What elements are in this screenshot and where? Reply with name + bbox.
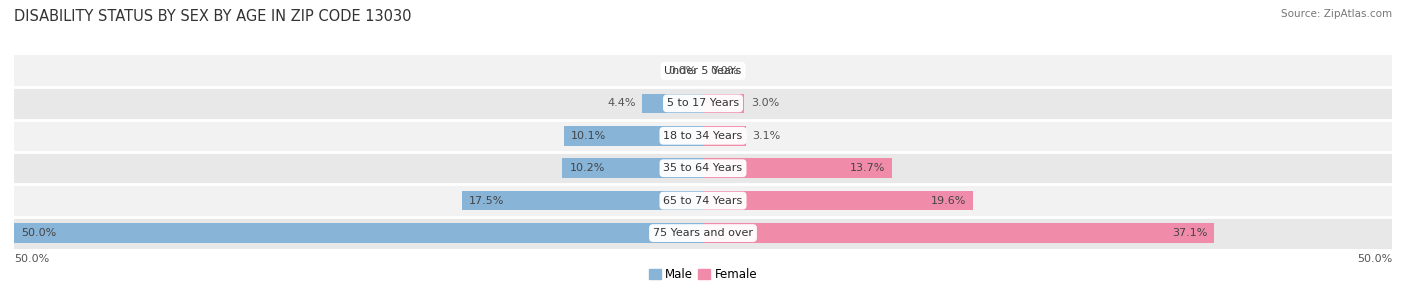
Text: 0.0%: 0.0% [710, 66, 738, 76]
Text: 17.5%: 17.5% [468, 196, 505, 206]
Bar [703, 191, 973, 210]
Text: Under 5 Years: Under 5 Years [665, 66, 741, 76]
Bar [564, 126, 703, 146]
Text: 3.1%: 3.1% [752, 131, 780, 141]
Legend: Male, Female: Male, Female [644, 264, 762, 286]
Bar [14, 217, 1392, 249]
Text: 65 to 74 Years: 65 to 74 Years [664, 196, 742, 206]
Bar [562, 158, 703, 178]
Bar [703, 158, 891, 178]
Text: 50.0%: 50.0% [1357, 254, 1392, 264]
Text: 10.1%: 10.1% [571, 131, 606, 141]
Text: 35 to 64 Years: 35 to 64 Years [664, 163, 742, 173]
Bar [14, 223, 703, 243]
Text: 37.1%: 37.1% [1173, 228, 1208, 238]
Bar [643, 94, 703, 113]
Text: 3.0%: 3.0% [751, 98, 779, 108]
Bar [461, 191, 703, 210]
Bar [703, 223, 1215, 243]
Text: 75 Years and over: 75 Years and over [652, 228, 754, 238]
Text: 10.2%: 10.2% [569, 163, 605, 173]
Bar [703, 126, 745, 146]
Bar [703, 94, 744, 113]
Text: DISABILITY STATUS BY SEX BY AGE IN ZIP CODE 13030: DISABILITY STATUS BY SEX BY AGE IN ZIP C… [14, 9, 412, 24]
Text: 13.7%: 13.7% [849, 163, 884, 173]
Text: 50.0%: 50.0% [21, 228, 56, 238]
Bar [14, 87, 1392, 119]
Text: 50.0%: 50.0% [14, 254, 49, 264]
Text: 18 to 34 Years: 18 to 34 Years [664, 131, 742, 141]
Text: 5 to 17 Years: 5 to 17 Years [666, 98, 740, 108]
Text: 0.0%: 0.0% [668, 66, 696, 76]
Text: 19.6%: 19.6% [931, 196, 966, 206]
Bar [14, 152, 1392, 185]
Text: 4.4%: 4.4% [607, 98, 636, 108]
Text: Source: ZipAtlas.com: Source: ZipAtlas.com [1281, 9, 1392, 19]
Bar [14, 55, 1392, 87]
Bar [14, 185, 1392, 217]
Bar [14, 119, 1392, 152]
